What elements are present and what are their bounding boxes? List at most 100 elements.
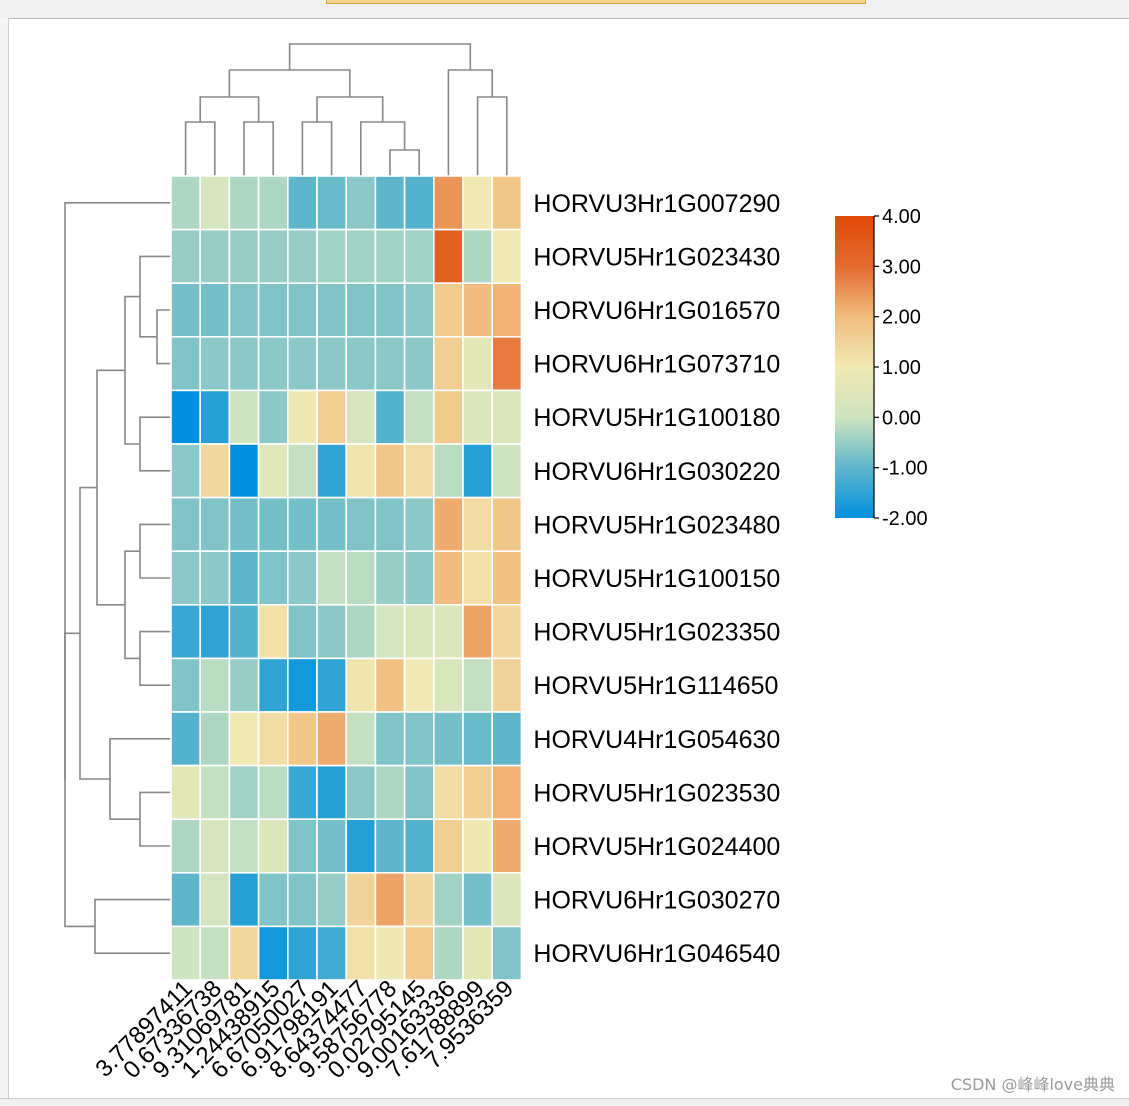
heatmap-cell: [170, 496, 202, 553]
heatmap-cell: [345, 711, 377, 767]
heatmap-cell: [228, 282, 260, 338]
heatmap-cell: [345, 871, 377, 928]
heatmap-cell: [462, 228, 494, 285]
heatmap-cell: [345, 389, 377, 445]
color-legend-label: 4.00: [882, 206, 921, 228]
heatmap-cell: [432, 443, 464, 499]
heatmap-cell: [345, 228, 377, 285]
heatmap-cell: [228, 228, 260, 285]
heatmap-cell: [228, 764, 260, 820]
watermark: CSDN @峰峰love典典: [950, 1075, 1115, 1094]
row-dendrogram-branch: [79, 486, 110, 780]
heatmap-cell: [228, 925, 260, 981]
window-bottom-scrollbar[interactable]: [0, 1098, 1129, 1106]
heatmap-cell: [257, 764, 289, 820]
window-tab[interactable]: [326, 0, 866, 4]
heatmap-cell: [199, 282, 231, 338]
heatmap-cell: [374, 657, 406, 713]
heatmap-cell: [432, 764, 464, 820]
heatmap-cell: [345, 175, 377, 231]
heatmap-cell: [170, 443, 202, 499]
row-dendrogram-branch: [94, 898, 171, 954]
column-dendrogram-branch: [243, 121, 274, 176]
heatmap-cell: [170, 925, 202, 981]
heatmap-cell: [374, 443, 406, 499]
color-legend: 4.00 3.00 2.00 1.00 0.00 -1.00 -2.00: [835, 206, 928, 530]
heatmap-cell: [170, 657, 202, 713]
heatmap-cell: [491, 764, 523, 820]
heatmap-cell: [286, 496, 318, 553]
heatmap-cell: [199, 335, 231, 392]
heatmap-cell: [374, 496, 406, 553]
row-dendrogram-branch: [139, 416, 171, 472]
row-label: HORVU6Hr1G030220: [533, 458, 780, 486]
heatmap-cell: [286, 657, 318, 713]
heatmap-cell: [199, 550, 231, 606]
column-dendrogram-branch: [447, 69, 493, 176]
heatmap-cell: [316, 175, 348, 231]
heatmap-cell: [170, 603, 202, 660]
row-label: HORVU5Hr1G023480: [533, 511, 780, 539]
heatmap-cell: [199, 228, 231, 285]
heatmap-cell: [228, 818, 260, 874]
heatmap-cell: [199, 389, 231, 445]
heatmap-cell: [345, 282, 377, 338]
row-label: HORVU5Hr1G114650: [533, 672, 778, 700]
heatmap-cell: [403, 550, 435, 606]
row-label: HORVU5Hr1G023530: [533, 779, 780, 807]
heatmap-cell: [257, 228, 289, 285]
heatmap-cell: [199, 175, 231, 231]
heatmap-cell: [170, 550, 202, 606]
heatmap-cell: [345, 657, 377, 713]
heatmap-cell: [257, 175, 289, 231]
heatmap-cell: [170, 228, 202, 285]
heatmap-cell: [491, 603, 523, 660]
heatmap-cell: [345, 603, 377, 660]
row-label: HORVU5Hr1G023350: [533, 619, 780, 647]
heatmap-cell: [228, 657, 260, 713]
heatmap-cell: [257, 711, 289, 767]
heatmap-cell: [286, 925, 318, 981]
row-label: HORVU4Hr1G054630: [533, 726, 780, 754]
column-dendrogram-branch: [476, 96, 508, 176]
heatmap-cell: [286, 228, 318, 285]
heatmap-cell: [432, 282, 464, 338]
heatmap-cell: [374, 335, 406, 392]
heatmap-cell: [374, 175, 406, 231]
heatmap-cell: [345, 443, 377, 499]
heatmap-cell: [462, 925, 494, 981]
window-top-band: [0, 0, 1129, 19]
heatmap-cell: [170, 871, 202, 928]
row-dendrogram-branch: [139, 791, 171, 847]
heatmap-cell: [199, 818, 231, 874]
heatmap-cell: [403, 282, 435, 338]
heatmap-cell: [345, 496, 377, 553]
row-dendrogram-branch: [156, 309, 171, 365]
heatmap-cell: [403, 603, 435, 660]
heatmap-cell: [316, 818, 348, 874]
row-label: HORVU5Hr1G023430: [533, 243, 780, 271]
row-dendrogram-branch: [139, 630, 171, 686]
heatmap-cell: [228, 496, 260, 553]
color-legend-label: 1.00: [882, 357, 921, 379]
heatmap-cell: [403, 871, 435, 928]
heatmap-cell: [257, 925, 289, 981]
heatmap-cell: [491, 175, 523, 231]
column-dendrogram-branch: [360, 121, 406, 176]
heatmap-cell: [462, 603, 494, 660]
heatmap-cell: [491, 925, 523, 981]
row-dendrogram: [64, 202, 171, 954]
heatmap-cell: [316, 657, 348, 713]
heatmap-cell: [462, 550, 494, 606]
color-legend-label: -1.00: [882, 458, 928, 480]
row-dendrogram-branch: [96, 369, 125, 606]
color-legend-label: -2.00: [882, 508, 928, 530]
heatmap-cell: [491, 282, 523, 338]
heatmap-cell: [257, 871, 289, 928]
heatmap-cell: [257, 550, 289, 606]
heatmap-cell: [374, 871, 406, 928]
heatmap-cell: [374, 603, 406, 660]
heatmap-cell: [432, 335, 464, 392]
heatmap-cell: [257, 818, 289, 874]
